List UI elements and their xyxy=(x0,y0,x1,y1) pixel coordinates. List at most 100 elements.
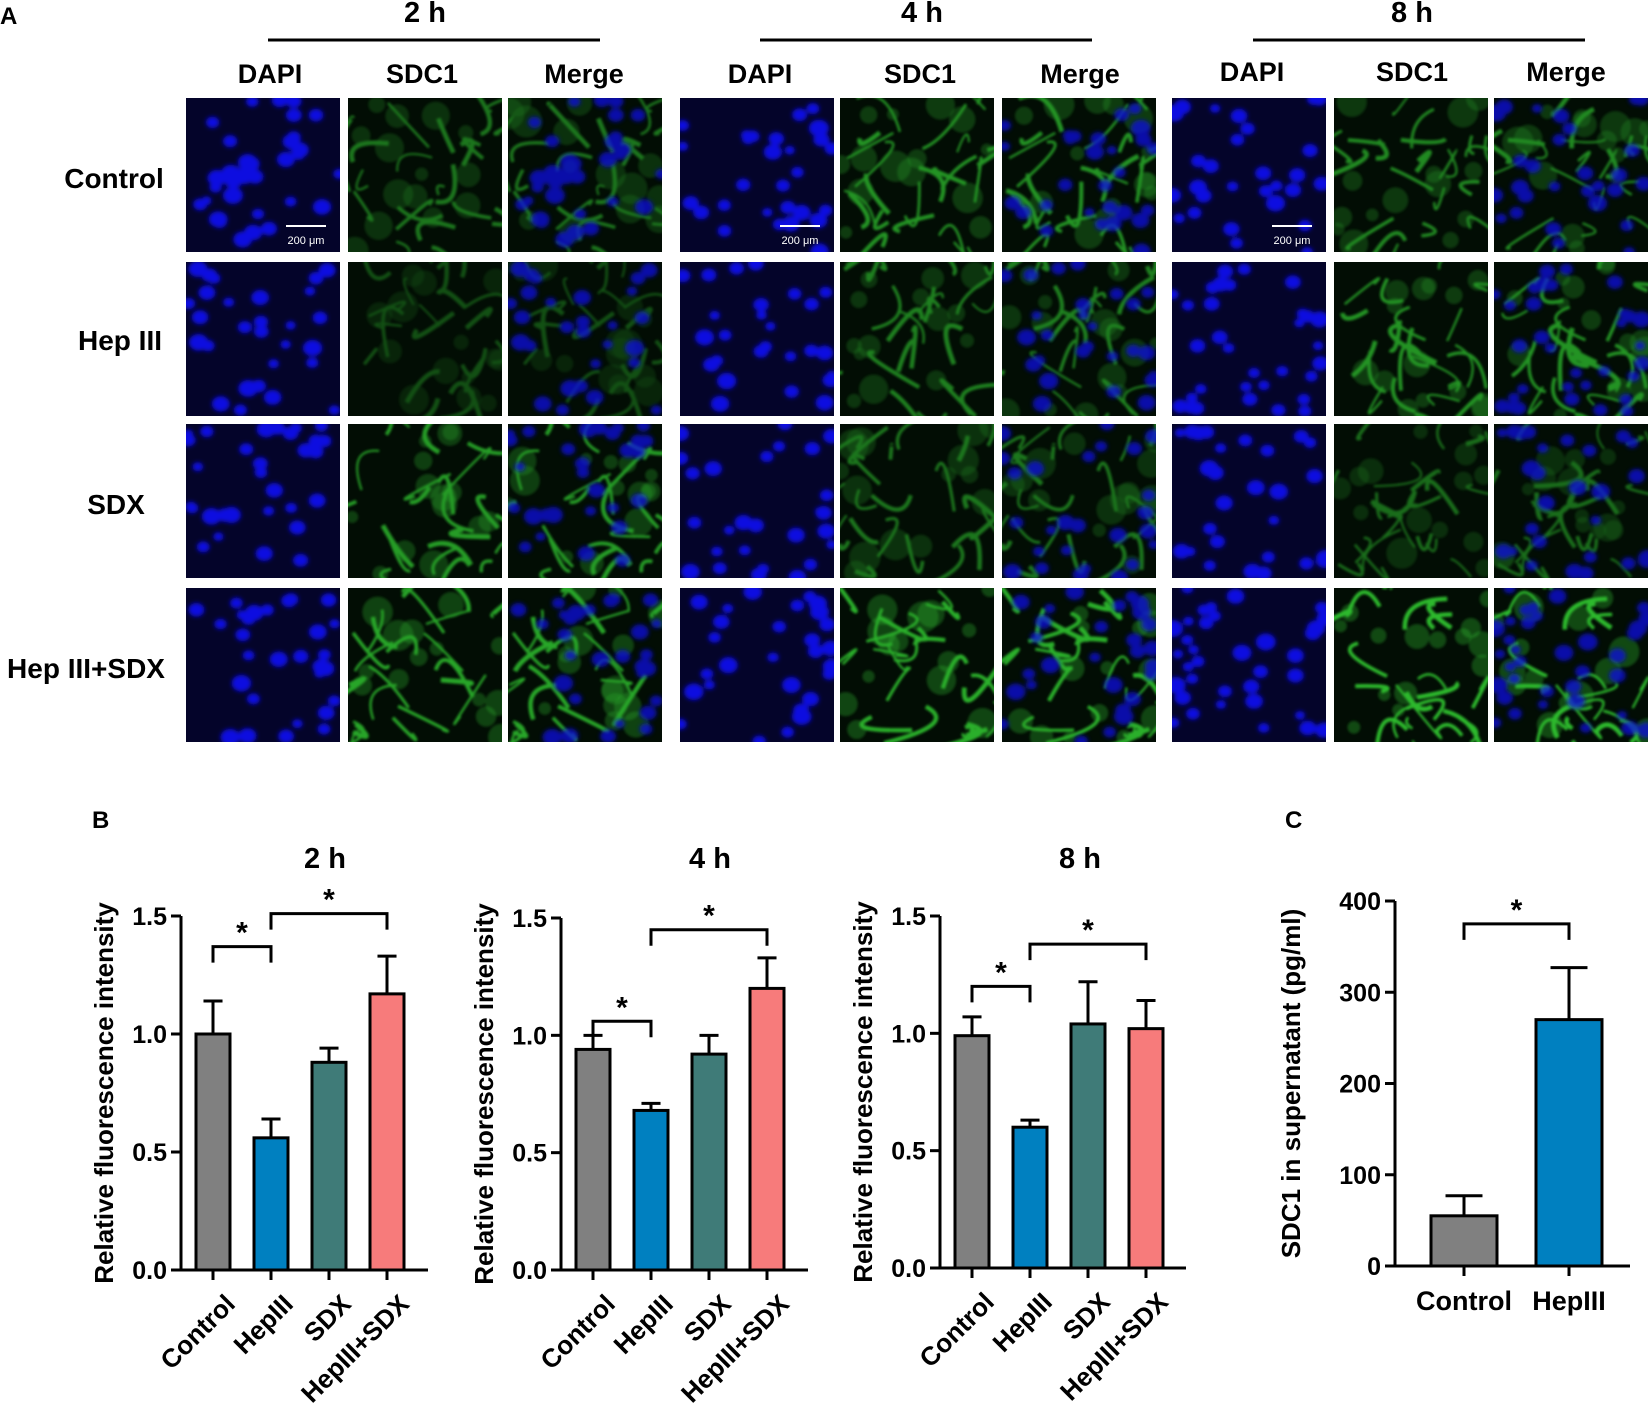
x-tick-label: Control xyxy=(534,1289,621,1376)
bar-hepiii xyxy=(1534,1018,1604,1268)
significance-star: * xyxy=(616,991,628,1024)
x-tick-label: HepIII+SDX xyxy=(1054,1286,1174,1406)
micro-tile-sdc1-t2-r1 xyxy=(1334,262,1488,416)
micro-tile-sdc1-t2-r3 xyxy=(1334,588,1488,742)
micro-tile-dapi-t0-r1 xyxy=(186,262,340,416)
micro-tile-dapi-t2-r3 xyxy=(1172,588,1326,742)
significance-star: * xyxy=(1511,894,1523,927)
row-label-hepiii-sdx: Hep III+SDX xyxy=(7,653,165,684)
channel-merge-4h: Merge xyxy=(1040,59,1120,89)
row-label-sdx: SDX xyxy=(87,489,145,520)
micro-tile-sdc1-t0-r3 xyxy=(348,588,502,742)
panel-b-letter: B xyxy=(92,807,109,834)
y-tick-label: 1.5 xyxy=(132,903,167,931)
chart-c: 0 100 200 300 400 SDC1 in supernatant (pg/ml)… xyxy=(1276,888,1630,1316)
channel-sdc1-2h: SDC1 xyxy=(386,59,458,89)
micro-tile-dapi-t1-r1 xyxy=(680,262,834,416)
micro-tile-dapi-t2-r0: 200 μm xyxy=(1172,98,1326,252)
x-tick-label: Control xyxy=(1416,1286,1512,1316)
micro-tile-sdc1-t1-r0 xyxy=(840,98,994,252)
micro-tile-merge-t2-r1 xyxy=(1494,262,1648,416)
micro-tile-sdc1-t0-r1 xyxy=(348,262,502,416)
micro-tile-merge-t0-r3 xyxy=(508,588,662,742)
chart-title: 8 h xyxy=(1059,843,1101,875)
chart-8h: 0.0 0.5 1.0 1.5 8 h Relative fluorescence int… xyxy=(848,843,1186,1406)
bar-sdx xyxy=(1069,1022,1107,1270)
row-label-control: Control xyxy=(64,163,164,194)
y-tick-label: 1.5 xyxy=(512,905,547,933)
y-tick-label: 0.5 xyxy=(132,1139,167,1167)
y-tick-label: 1.0 xyxy=(891,1020,926,1048)
channel-dapi-4h: DAPI xyxy=(728,59,793,89)
x-tick-label: HepIII xyxy=(608,1289,679,1360)
x-tick-label: HepIII+SDX xyxy=(295,1288,415,1408)
x-tick-label: Control xyxy=(154,1289,241,1376)
micro-tile-merge-t1-r2 xyxy=(1002,424,1156,578)
scale-bar-label: 200 μm xyxy=(1274,235,1311,247)
y-tick-label: 0.0 xyxy=(891,1255,926,1283)
x-tick-label: HepIII+SDX xyxy=(675,1288,795,1408)
micro-tile-dapi-t1-r0: 200 μm xyxy=(680,98,834,252)
row-label-hepiii: Hep III xyxy=(78,325,162,356)
significance-bracket xyxy=(1028,942,1148,961)
chart-title: 2 h xyxy=(304,843,346,875)
x-tick-label: HepIII xyxy=(228,1289,299,1360)
bar-control xyxy=(574,1047,612,1272)
chart-4h: 0.0 0.5 1.0 1.5 4 h Relative fluorescence int… xyxy=(469,843,808,1408)
significance-star: * xyxy=(236,917,248,950)
channel-dapi-2h: DAPI xyxy=(238,59,303,89)
micro-tile-dapi-t0-r2 xyxy=(186,424,340,578)
micro-tile-dapi-t0-r0: 200 μm xyxy=(186,98,340,252)
micro-tile-dapi-t2-r2 xyxy=(1172,424,1326,578)
significance-star: * xyxy=(995,956,1007,989)
bar-sdx xyxy=(690,1052,728,1272)
significance-bracket xyxy=(1462,922,1571,940)
y-tick-label: 200 xyxy=(1339,1071,1381,1099)
micro-tile-sdc1-t2-r0 xyxy=(1334,98,1488,252)
bar-hepiii xyxy=(1011,1125,1049,1270)
micro-tile-merge-t2-r0 xyxy=(1494,98,1648,252)
significance-bracket xyxy=(970,984,1032,1003)
x-tick-label: HepIII xyxy=(1532,1286,1606,1316)
micro-tile-merge-t1-r3 xyxy=(1002,588,1156,742)
significance-bracket xyxy=(269,912,389,930)
bar-hepiii xyxy=(252,1136,290,1272)
chart-title: 4 h xyxy=(689,843,731,875)
channel-sdc1-8h: SDC1 xyxy=(1376,57,1448,87)
bar-hepiii-sdx xyxy=(1127,1027,1165,1270)
significance-bracket xyxy=(649,928,769,946)
micro-tile-merge-t1-r0 xyxy=(1002,98,1156,252)
panel-c-letter: C xyxy=(1285,807,1302,834)
bar-hepiii-sdx xyxy=(748,986,786,1272)
bar-control xyxy=(194,1032,232,1272)
significance-star: * xyxy=(323,884,335,917)
y-tick-label: 0.0 xyxy=(512,1257,547,1285)
micro-tile-dapi-t1-r2 xyxy=(680,424,834,578)
y-tick-label: 100 xyxy=(1339,1162,1381,1190)
y-axis-label: Relative fluorescence intensity xyxy=(469,903,499,1285)
micro-tile-merge-t2-r2 xyxy=(1494,424,1648,578)
channel-dapi-8h: DAPI xyxy=(1220,57,1285,87)
significance-bracket xyxy=(211,945,273,963)
panel-a-header: 2 h 4 h 8 h DAPI SDC1 Merge DAPI SDC1 Me… xyxy=(7,0,1606,684)
y-tick-label: 0.5 xyxy=(512,1140,547,1168)
micro-tile-dapi-t2-r1 xyxy=(1172,262,1326,416)
y-tick-label: 1.0 xyxy=(132,1021,167,1049)
time-label-2h: 2 h xyxy=(404,0,446,29)
significance-star: * xyxy=(703,900,715,933)
y-tick-label: 0 xyxy=(1367,1253,1381,1281)
channel-merge-2h: Merge xyxy=(544,59,624,89)
scale-bar-label: 200 μm xyxy=(782,235,819,247)
micro-tile-sdc1-t2-r2 xyxy=(1334,424,1488,578)
time-label-8h: 8 h xyxy=(1391,0,1433,29)
y-axis-label: Relative fluorescence intensity xyxy=(89,902,119,1284)
channel-sdc1-4h: SDC1 xyxy=(884,59,956,89)
micro-tile-merge-t0-r1 xyxy=(508,262,662,416)
micro-tile-sdc1-t0-r2 xyxy=(348,424,502,578)
microscopy-grid: 200 μm 200 μm 200 μm xyxy=(186,98,1648,742)
micro-tile-dapi-t1-r3 xyxy=(680,588,834,742)
time-label-4h: 4 h xyxy=(901,0,943,29)
panel-a-letter: A xyxy=(0,3,17,30)
bar-sdx xyxy=(310,1060,348,1272)
